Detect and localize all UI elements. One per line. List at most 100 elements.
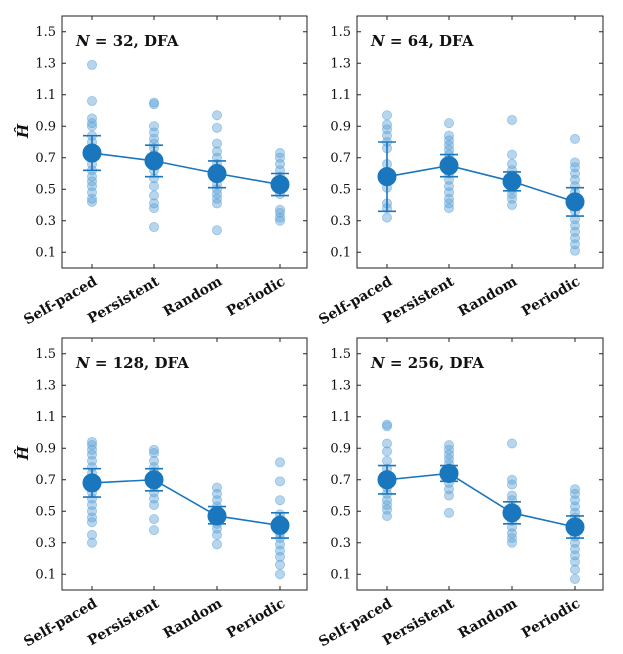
y-axis-label: Ĥ xyxy=(14,123,32,139)
y-tick-label: 1.3 xyxy=(330,378,351,393)
x-category-label: Periodic xyxy=(519,274,583,320)
data-point xyxy=(570,573,581,584)
data-point xyxy=(506,479,517,490)
mean-marker xyxy=(82,143,102,163)
x-category-label: Random xyxy=(161,596,226,643)
plot-frame xyxy=(356,337,604,591)
x-category-label: Random xyxy=(456,274,521,321)
y-tick-label: 0.1 xyxy=(330,245,351,260)
y-tick-label: 0.3 xyxy=(35,536,56,551)
panel-title: N = 256, DFA xyxy=(370,354,484,372)
title-n: 32 xyxy=(113,32,134,50)
mean-marker xyxy=(207,164,227,183)
mean-marker xyxy=(270,515,290,535)
y-tick-label: 0.3 xyxy=(330,536,351,551)
data-point xyxy=(274,212,285,223)
y-tick-label: 0.5 xyxy=(330,504,351,519)
data-point xyxy=(87,121,98,132)
data-point xyxy=(570,556,581,567)
y-tick-label: 0.9 xyxy=(330,441,351,456)
x-category-label: Random xyxy=(456,596,521,643)
data-point xyxy=(381,446,392,457)
mean-marker xyxy=(565,192,585,212)
data-point xyxy=(570,564,581,575)
data-point xyxy=(274,476,285,487)
data-point xyxy=(148,181,159,192)
data-point xyxy=(506,149,517,160)
plot-frame xyxy=(61,337,308,591)
data-point xyxy=(87,193,98,204)
title-method: , DFA xyxy=(134,32,179,50)
x-category-label: Persistent xyxy=(85,595,162,649)
data-point xyxy=(148,203,159,214)
data-point xyxy=(274,559,285,570)
data-point xyxy=(274,569,285,580)
data-point xyxy=(381,421,392,432)
y-tick-label: 0.5 xyxy=(35,504,56,519)
data-point xyxy=(87,517,98,528)
y-tick-label: 0.7 xyxy=(330,151,351,166)
mean-marker xyxy=(144,470,164,490)
data-point xyxy=(148,499,159,510)
data-point xyxy=(506,537,517,548)
mean-line xyxy=(386,472,576,528)
mean-marker xyxy=(377,470,397,490)
y-tick-label: 0.1 xyxy=(35,245,56,260)
data-point xyxy=(87,529,98,540)
title-variable: N = xyxy=(370,354,408,372)
y-tick-label: 1.3 xyxy=(330,56,351,71)
y-tick-label: 0.7 xyxy=(35,473,56,488)
data-point xyxy=(87,436,98,447)
data-point xyxy=(211,225,222,236)
y-tick-label: 0.5 xyxy=(35,182,56,197)
mean-marker xyxy=(270,175,290,195)
y-tick-label: 0.7 xyxy=(330,473,351,488)
y-tick-label: 1.5 xyxy=(330,25,351,40)
y-tick-label: 1.1 xyxy=(330,410,351,425)
data-point xyxy=(570,245,581,256)
x-category-label: Persistent xyxy=(85,273,162,327)
mean-marker xyxy=(502,171,522,191)
title-n: 64 xyxy=(408,32,429,50)
data-point xyxy=(148,222,159,233)
y-tick-label: 1.3 xyxy=(35,378,56,393)
data-point xyxy=(274,215,285,226)
data-point xyxy=(381,510,392,521)
data-point xyxy=(87,59,98,70)
data-point xyxy=(148,514,159,525)
mean-marker xyxy=(82,473,102,493)
title-variable: N = xyxy=(75,32,113,50)
title-variable: N = xyxy=(75,354,113,372)
mean-marker xyxy=(377,167,397,187)
data-point xyxy=(274,204,285,215)
panel-title: N = 64, DFA xyxy=(370,32,474,50)
y-tick-label: 1.1 xyxy=(35,410,56,425)
data-point xyxy=(274,457,285,468)
title-n: 256 xyxy=(408,354,439,372)
data-point xyxy=(506,199,517,210)
y-tick-label: 0.3 xyxy=(330,214,351,229)
y-tick-label: 0.7 xyxy=(35,151,56,166)
mean-line xyxy=(91,478,281,527)
data-point xyxy=(443,203,454,214)
data-point xyxy=(443,118,454,129)
y-tick-label: 0.9 xyxy=(35,441,56,456)
data-point xyxy=(443,507,454,518)
data-point xyxy=(87,537,98,548)
data-point xyxy=(148,99,159,110)
y-tick-label: 0.9 xyxy=(330,119,351,134)
mean-marker xyxy=(502,503,522,523)
y-tick-label: 0.1 xyxy=(35,567,56,582)
y-tick-label: 1.5 xyxy=(35,347,56,362)
x-category-label: Periodic xyxy=(224,596,288,642)
panel-title: N = 128, DFA xyxy=(75,354,189,372)
x-category-label: Periodic xyxy=(224,274,288,320)
data-point xyxy=(211,138,222,149)
data-point xyxy=(148,190,159,201)
y-tick-label: 0.9 xyxy=(35,119,56,134)
y-tick-label: 1.3 xyxy=(35,56,56,71)
y-tick-label: 1.5 xyxy=(330,347,351,362)
mean-marker xyxy=(565,517,585,537)
data-point xyxy=(87,96,98,107)
data-point xyxy=(570,133,581,144)
